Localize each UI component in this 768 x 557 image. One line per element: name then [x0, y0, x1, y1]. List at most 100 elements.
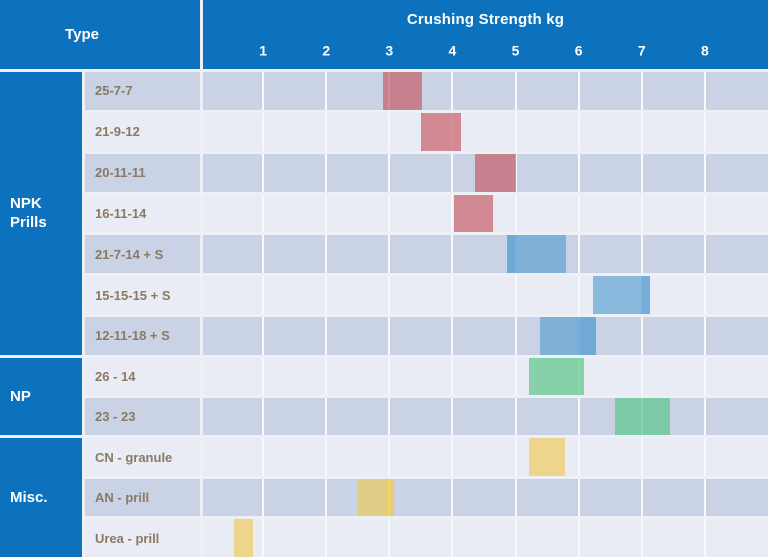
group-label-cell: Misc. [0, 438, 82, 557]
gridline [640, 72, 643, 110]
gridline [703, 438, 706, 476]
gridline [577, 478, 580, 517]
gridline [451, 478, 454, 517]
strength-range-bar [234, 519, 253, 557]
gridline [451, 72, 454, 110]
type-group-section: NP 26 - 14 23 - 23 [0, 357, 768, 436]
gridline [451, 398, 454, 436]
gridline [640, 519, 643, 557]
gridline [640, 438, 643, 476]
row-label: 21-9-12 [85, 112, 200, 151]
gridline [703, 153, 706, 192]
table-header: Type Crushing Strength kg 1 2 3 4 5 6 7 8 [0, 0, 768, 69]
gridline [514, 438, 517, 476]
gridline [451, 438, 454, 476]
gridline [577, 438, 580, 476]
chart-body: NPK Prills 25-7-7 21-9-12 20-11-11 16-11-14 2… [0, 72, 768, 557]
gridline [451, 153, 454, 192]
gridline [325, 235, 328, 274]
table-row: 26 - 14 [85, 357, 768, 396]
gridline [703, 235, 706, 274]
axis-tick-label: 6 [574, 41, 583, 58]
row-label: 15-15-15 + S [85, 276, 200, 315]
chart-cell [203, 153, 768, 192]
gridline [577, 112, 580, 151]
gridline [451, 235, 454, 274]
gridline [262, 194, 265, 233]
chart-cell [203, 112, 768, 151]
axis-tick-label: 3 [385, 41, 394, 58]
chart-cell [203, 398, 768, 436]
gridline [577, 519, 580, 557]
gridline [703, 519, 706, 557]
gridline [703, 72, 706, 110]
chart-cell [203, 72, 768, 110]
gridline [262, 478, 265, 517]
gridline [262, 153, 265, 192]
group-rows: 25-7-7 21-9-12 20-11-11 16-11-14 21-7-14 + S… [85, 72, 768, 355]
gridline [703, 194, 706, 233]
chart-cell [203, 194, 768, 233]
gridline [388, 317, 391, 355]
table-row: 23 - 23 [85, 398, 768, 436]
strength-range-bar [614, 398, 670, 436]
gridline [577, 276, 580, 315]
strength-range-bar-overlap [507, 235, 518, 274]
gridline [451, 357, 454, 396]
group-rows: CN - granule AN - prill Urea - prill [85, 438, 768, 557]
gridline [388, 235, 391, 274]
gridline [640, 478, 643, 517]
chart-cell [203, 357, 768, 396]
gridline [262, 398, 265, 436]
table-row: 15-15-15 + S [85, 276, 768, 315]
gridline [640, 317, 643, 355]
gridline [388, 398, 391, 436]
strength-range-bar [474, 153, 517, 192]
chart-cell [203, 438, 768, 476]
table-row: 25-7-7 [85, 72, 768, 110]
gridline [388, 276, 391, 315]
gridline [325, 276, 328, 315]
gridline [577, 235, 580, 274]
row-label: 12-11-18 + S [85, 317, 200, 355]
gridline [388, 357, 391, 396]
strength-range-bar-overlap [577, 317, 596, 355]
strength-range-bar [420, 112, 461, 151]
strength-range-bar [528, 357, 584, 396]
gridline [577, 72, 580, 110]
table-row: Urea - prill [85, 519, 768, 557]
gridline [262, 317, 265, 355]
gridline [514, 357, 517, 396]
axis-tick-label: 8 [700, 41, 709, 58]
table-row: 21-7-14 + S [85, 235, 768, 274]
gridline [262, 276, 265, 315]
row-label: 16-11-14 [85, 194, 200, 233]
gridline [514, 317, 517, 355]
table-row: AN - prill [85, 478, 768, 517]
row-label: Urea - prill [85, 519, 200, 557]
strength-range-bar [592, 276, 650, 315]
axis-tick-label: 4 [448, 41, 457, 58]
row-label: AN - prill [85, 478, 200, 517]
gridline [640, 194, 643, 233]
type-group-section: NPK Prills 25-7-7 21-9-12 20-11-11 16-11-14 2… [0, 72, 768, 355]
axis-tick-label: 1 [259, 41, 268, 58]
gridline [703, 317, 706, 355]
axis-title: Crushing Strength kg [406, 11, 565, 28]
gridline [451, 276, 454, 315]
axis-tick-label: 2 [322, 41, 331, 58]
gridline [451, 519, 454, 557]
gridline [703, 478, 706, 517]
chart-cell [203, 317, 768, 355]
axis-tick-label: 5 [511, 41, 520, 58]
type-group-section: Misc. CN - granule AN - prill Urea - prill [0, 438, 768, 557]
table-row: 12-11-18 + S [85, 317, 768, 355]
gridline [325, 112, 328, 151]
gridline [325, 519, 328, 557]
gridline [703, 112, 706, 151]
gridline [388, 112, 391, 151]
group-label-cell: NPK Prills [0, 72, 82, 355]
group-rows: 26 - 14 23 - 23 [85, 357, 768, 436]
gridline [262, 438, 265, 476]
